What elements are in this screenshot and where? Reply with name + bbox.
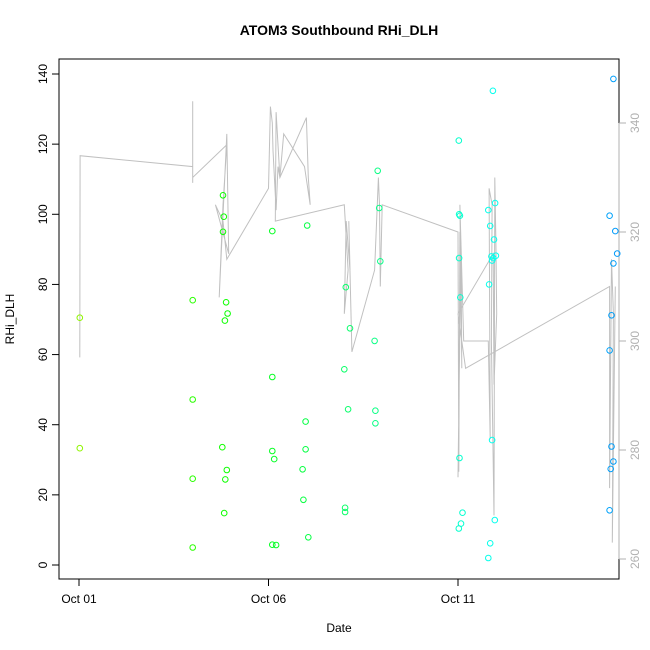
x-tick-label: Oct 11 bbox=[441, 592, 476, 606]
chart-title: ATOM3 Southbound RHi_DLH bbox=[240, 22, 439, 38]
data-point bbox=[608, 312, 615, 319]
data-point bbox=[302, 418, 309, 425]
data-point bbox=[488, 436, 496, 444]
y-tick-label: 80 bbox=[36, 277, 50, 291]
data-point bbox=[455, 525, 463, 532]
data-point bbox=[299, 466, 306, 473]
x-tick-label: Oct 01 bbox=[61, 592, 97, 606]
data-point bbox=[341, 508, 349, 516]
data-point bbox=[219, 192, 227, 199]
trajectory-line bbox=[79, 101, 616, 543]
data-point bbox=[612, 227, 619, 235]
right-tick-label: 340 bbox=[628, 113, 642, 133]
data-point bbox=[224, 310, 231, 317]
data-point bbox=[222, 476, 229, 483]
data-point bbox=[342, 283, 350, 291]
data-point bbox=[221, 317, 229, 324]
data-point bbox=[455, 254, 463, 262]
data-point bbox=[491, 516, 499, 524]
data-point bbox=[270, 455, 278, 463]
data-point bbox=[372, 420, 379, 427]
data-point bbox=[346, 325, 354, 332]
data-point bbox=[220, 509, 228, 517]
data-point bbox=[610, 75, 617, 83]
right-axis: 260 280 300 320 340 bbox=[618, 113, 642, 569]
data-point bbox=[486, 540, 494, 547]
data-point bbox=[374, 167, 382, 175]
data-point bbox=[486, 222, 494, 230]
data-point bbox=[375, 204, 383, 212]
data-point bbox=[492, 252, 500, 259]
data-point bbox=[269, 447, 276, 455]
y-tick-label: 100 bbox=[36, 204, 50, 224]
y-tick-label: 140 bbox=[36, 64, 50, 84]
data-point bbox=[189, 396, 196, 403]
data-point bbox=[610, 260, 617, 267]
data-point bbox=[76, 314, 84, 322]
y-axis: 0 20 40 60 80 100 120 140 bbox=[36, 64, 60, 568]
data-point bbox=[485, 206, 492, 214]
data-point bbox=[490, 236, 498, 243]
data-point bbox=[485, 281, 493, 288]
data-point bbox=[456, 212, 464, 219]
data-point bbox=[371, 337, 378, 345]
data-point bbox=[485, 554, 492, 562]
data-point bbox=[341, 366, 348, 373]
x-tick-label: Oct 06 bbox=[251, 592, 287, 606]
right-tick-label: 300 bbox=[628, 331, 642, 351]
data-points bbox=[76, 75, 621, 562]
y-tick-label: 20 bbox=[36, 488, 50, 502]
data-point bbox=[269, 373, 276, 381]
data-point bbox=[372, 407, 379, 415]
data-point bbox=[303, 222, 311, 229]
data-point bbox=[606, 347, 613, 354]
y-tick-label: 120 bbox=[36, 134, 50, 154]
y-tick-label: 0 bbox=[36, 561, 50, 568]
data-point bbox=[269, 227, 276, 235]
data-point bbox=[606, 507, 613, 514]
data-point bbox=[377, 258, 384, 265]
right-tick-label: 320 bbox=[628, 222, 642, 242]
data-point bbox=[608, 443, 615, 450]
x-axis: Oct 01 Oct 06 Oct 11 bbox=[61, 578, 476, 606]
x-axis-label: Date bbox=[326, 621, 352, 635]
y-tick-label: 60 bbox=[36, 348, 50, 362]
data-point bbox=[457, 294, 464, 301]
data-point bbox=[189, 296, 196, 304]
trajectory-path bbox=[79, 101, 616, 543]
data-point bbox=[269, 541, 276, 549]
data-point bbox=[76, 444, 84, 452]
data-point bbox=[341, 504, 349, 512]
data-point bbox=[488, 253, 495, 260]
right-tick-label: 260 bbox=[628, 549, 642, 569]
data-point bbox=[491, 199, 499, 207]
plot-area bbox=[58, 58, 620, 580]
data-point bbox=[456, 454, 463, 462]
y-axis-label: RHi_DLH bbox=[3, 294, 17, 345]
right-tick-label: 280 bbox=[628, 440, 642, 460]
data-point bbox=[302, 446, 309, 453]
data-point bbox=[606, 212, 613, 219]
data-point bbox=[189, 475, 196, 483]
data-point bbox=[455, 137, 463, 144]
data-point bbox=[223, 466, 231, 474]
y-tick-label: 40 bbox=[36, 418, 50, 432]
data-point bbox=[219, 443, 226, 451]
data-point bbox=[220, 213, 228, 220]
data-point bbox=[305, 534, 312, 541]
data-point bbox=[459, 509, 466, 517]
data-point bbox=[300, 496, 307, 504]
data-point bbox=[488, 257, 496, 264]
data-point bbox=[219, 228, 227, 236]
data-point bbox=[272, 541, 280, 549]
data-point bbox=[222, 299, 230, 306]
data-point bbox=[344, 406, 352, 413]
data-point bbox=[610, 458, 617, 465]
data-point bbox=[613, 250, 621, 257]
data-point bbox=[189, 544, 196, 551]
data-point bbox=[607, 465, 615, 473]
data-point bbox=[489, 87, 497, 95]
